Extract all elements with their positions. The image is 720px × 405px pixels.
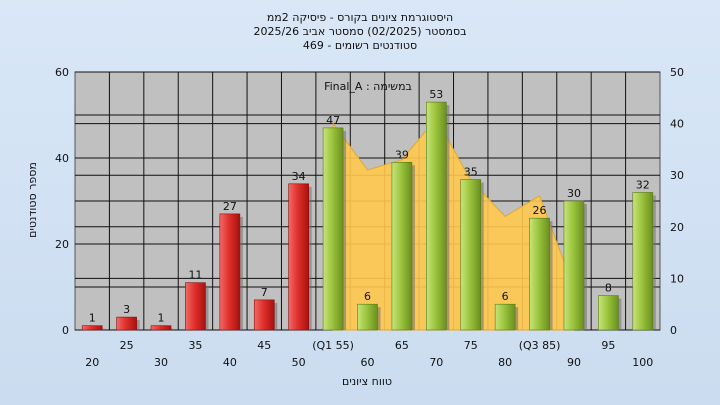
bar-value-label: 39: [395, 148, 409, 161]
x-tick-label: 75: [464, 339, 478, 352]
bar-80: [494, 303, 516, 331]
bar-value-label: 1: [158, 312, 165, 325]
x-tick-label: 60: [361, 356, 375, 369]
x-tick-label: 25: [120, 339, 134, 352]
right-axis-ticks: 0 10 20 30 40 50: [670, 66, 684, 337]
left-tick-label: 60: [55, 66, 69, 79]
chart-title: היסטוגרמת ציונים בקורס - פיסיקה 2ממ בסמס…: [253, 11, 466, 52]
bar-value-label: 27: [223, 200, 237, 213]
chart-title-line-3: 469 - סטודנטים רשומים: [303, 39, 417, 52]
bar-95: [598, 295, 619, 331]
bar-45: [253, 299, 275, 331]
bar-60: [357, 303, 378, 331]
bar-value-label: 32: [636, 178, 650, 191]
x-tick-label: 95: [601, 339, 615, 352]
bar-value-label: 1: [89, 312, 96, 325]
x-tick-label: 65: [395, 339, 409, 352]
bar-30: [150, 325, 172, 331]
x-tick-label: 45: [257, 339, 271, 352]
x-axis-ticks: 20 25 30 35 40 45 50 (Q1 55) 60 65 70 75 80 (Q3 85) 90…: [85, 339, 653, 369]
x-tick-label: 40: [223, 356, 237, 369]
y-axis-label: מספר סטודנטים: [26, 162, 39, 238]
bar-value-label: 7: [261, 286, 268, 299]
bar-40: [219, 213, 241, 331]
bar-value-label: 35: [464, 166, 478, 179]
left-axis-ticks: 0 20 40 60: [55, 66, 69, 337]
bar-(Q3 85): [529, 217, 550, 331]
x-tick-label: (Q3 85): [519, 339, 561, 352]
bar-70: [426, 101, 447, 331]
bar-90: [563, 200, 585, 331]
bar-series: [81, 101, 656, 331]
bar-(Q1 55): [322, 127, 344, 331]
x-tick-label: 30: [154, 356, 168, 369]
bar-value-label: 47: [326, 114, 340, 127]
x-tick-label: 90: [567, 356, 581, 369]
bar-20: [81, 325, 103, 331]
left-tick-label: 0: [62, 324, 69, 337]
x-tick-label: 20: [85, 356, 99, 369]
bar-value-label: 6: [502, 290, 509, 303]
bar-value-label: 8: [605, 282, 612, 295]
x-tick-label: 50: [292, 356, 306, 369]
x-axis-label: טווח ציונים: [342, 375, 392, 388]
bar-value-label: 30: [567, 187, 581, 200]
right-tick-label: 20: [670, 221, 684, 234]
x-tick-label: 70: [429, 356, 443, 369]
right-tick-label: 10: [670, 272, 684, 285]
bar-value-label: 3: [123, 303, 130, 316]
right-tick-label: 50: [670, 66, 684, 79]
bar-value-label: 53: [429, 88, 443, 101]
x-tick-label: (Q1 55): [312, 339, 354, 352]
left-tick-label: 20: [55, 238, 69, 251]
chart-title-line-2: בסמסטר (02/2025) סמסטר אביב 2025/26: [253, 25, 466, 38]
x-tick-label: 80: [498, 356, 512, 369]
bar-value-label: 26: [533, 204, 547, 217]
bar-50: [288, 183, 309, 331]
x-tick-label: 100: [632, 356, 653, 369]
right-tick-label: 30: [670, 169, 684, 182]
bar-35: [185, 282, 206, 331]
x-tick-label: 35: [188, 339, 202, 352]
bar-25: [116, 316, 137, 331]
bar-value-label: 34: [292, 170, 306, 183]
chart-title-line-1: היסטוגרמת ציונים בקורס - פיסיקה 2ממ: [267, 11, 453, 24]
bar-value-label: 11: [188, 269, 202, 282]
bar-65: [391, 162, 413, 331]
right-tick-label: 40: [670, 118, 684, 131]
right-tick-label: 0: [670, 324, 677, 337]
bar-100: [632, 192, 654, 331]
left-tick-label: 40: [55, 152, 69, 165]
bar-75: [460, 179, 482, 331]
chart-annotation: Final_A : במשימה: [324, 80, 412, 93]
bar-value-label: 6: [364, 290, 371, 303]
